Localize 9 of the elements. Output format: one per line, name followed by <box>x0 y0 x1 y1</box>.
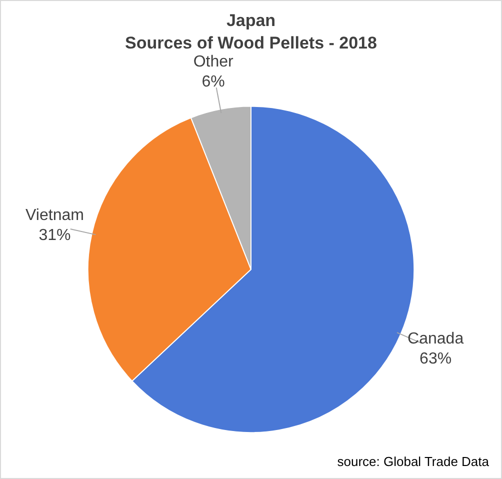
slice-label: Other <box>193 53 234 70</box>
chart-title: Japan <box>226 10 276 30</box>
chart-subtitle: Sources of Wood Pellets - 2018 <box>125 33 377 52</box>
slice-label: Canada <box>408 330 464 348</box>
source-note: source: Global Trade Data <box>337 454 490 470</box>
data-label: 31% <box>38 226 71 244</box>
data-label: 63% <box>420 350 452 368</box>
data-label: 6% <box>202 73 225 90</box>
slice-label: Vietnam <box>26 206 84 224</box>
